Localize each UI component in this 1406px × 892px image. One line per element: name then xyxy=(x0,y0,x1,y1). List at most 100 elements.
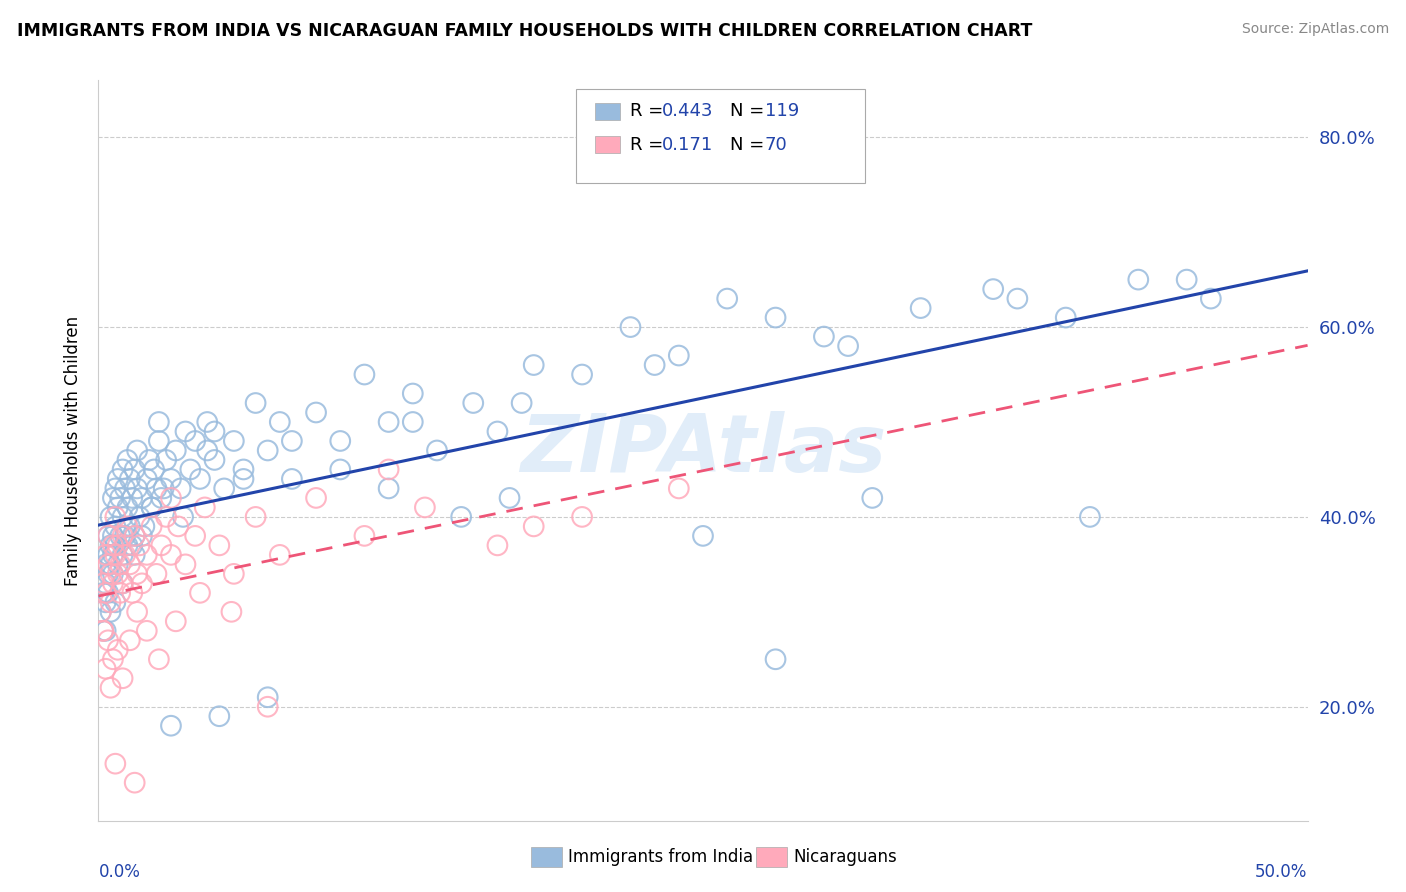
Point xyxy=(90,605,112,619)
Point xyxy=(97,566,120,581)
Text: 0.171: 0.171 xyxy=(662,136,713,153)
Point xyxy=(222,566,245,581)
Point xyxy=(100,605,122,619)
Point xyxy=(94,624,117,638)
Point xyxy=(148,415,170,429)
Y-axis label: Family Households with Children: Family Households with Children xyxy=(65,316,83,585)
Point xyxy=(221,605,243,619)
Point xyxy=(138,453,160,467)
Point xyxy=(450,509,472,524)
Point xyxy=(510,396,533,410)
Point xyxy=(134,519,156,533)
Point xyxy=(167,519,190,533)
Text: Nicaraguans: Nicaraguans xyxy=(793,848,897,866)
Point xyxy=(160,491,183,505)
Point xyxy=(97,529,120,543)
Point xyxy=(91,576,114,591)
Point xyxy=(245,509,267,524)
Point xyxy=(160,548,183,562)
Point xyxy=(377,482,399,496)
Point xyxy=(104,482,127,496)
Text: N =: N = xyxy=(730,103,769,120)
Point xyxy=(145,566,167,581)
Point xyxy=(91,624,114,638)
Point xyxy=(114,529,136,543)
Point xyxy=(619,320,641,334)
Point xyxy=(1199,292,1222,306)
Point xyxy=(108,529,131,543)
Point xyxy=(141,500,163,515)
Point xyxy=(160,719,183,733)
Point xyxy=(281,472,304,486)
Point xyxy=(1175,272,1198,286)
Point xyxy=(94,586,117,600)
Point xyxy=(124,529,146,543)
Point xyxy=(111,509,134,524)
Point xyxy=(118,519,141,533)
Point xyxy=(111,462,134,476)
Point xyxy=(104,548,127,562)
Point xyxy=(107,500,129,515)
Point xyxy=(94,595,117,609)
Point xyxy=(765,652,787,666)
Point xyxy=(498,491,520,505)
Point xyxy=(94,548,117,562)
Point xyxy=(668,349,690,363)
Point xyxy=(117,453,139,467)
Text: R =: R = xyxy=(630,103,669,120)
Text: R =: R = xyxy=(630,136,675,153)
Point xyxy=(208,709,231,723)
Point xyxy=(121,538,143,552)
Text: 119: 119 xyxy=(765,103,799,120)
Point xyxy=(108,558,131,572)
Point xyxy=(256,690,278,705)
Text: 50.0%: 50.0% xyxy=(1256,863,1308,881)
Point xyxy=(114,482,136,496)
Text: Immigrants from India: Immigrants from India xyxy=(568,848,754,866)
Point xyxy=(127,605,149,619)
Point xyxy=(91,586,114,600)
Point xyxy=(128,538,150,552)
Point xyxy=(135,624,157,638)
Point xyxy=(208,538,231,552)
Point xyxy=(174,425,197,439)
Point xyxy=(837,339,859,353)
Point xyxy=(107,566,129,581)
Text: 0.0%: 0.0% xyxy=(98,863,141,881)
Point xyxy=(486,425,509,439)
Point xyxy=(813,329,835,343)
Point xyxy=(127,482,149,496)
Point xyxy=(155,453,177,467)
Point xyxy=(131,576,153,591)
Point xyxy=(104,538,127,552)
Point xyxy=(104,756,127,771)
Point xyxy=(179,462,201,476)
Point xyxy=(195,415,218,429)
Point xyxy=(101,529,124,543)
Point xyxy=(232,462,254,476)
Text: N =: N = xyxy=(730,136,769,153)
Point xyxy=(692,529,714,543)
Point xyxy=(101,538,124,552)
Point xyxy=(94,558,117,572)
Point xyxy=(91,624,114,638)
Point xyxy=(128,509,150,524)
Point xyxy=(111,671,134,685)
Point xyxy=(100,509,122,524)
Point xyxy=(329,462,352,476)
Point xyxy=(94,576,117,591)
Point xyxy=(212,482,235,496)
Point xyxy=(1007,292,1029,306)
Point xyxy=(165,615,187,629)
Point xyxy=(281,434,304,448)
Point xyxy=(131,529,153,543)
Point xyxy=(104,509,127,524)
Point xyxy=(100,538,122,552)
Point xyxy=(353,529,375,543)
Point xyxy=(204,453,226,467)
Point xyxy=(107,472,129,486)
Point xyxy=(155,509,177,524)
Point xyxy=(127,566,149,581)
Point xyxy=(124,775,146,789)
Text: ZIPAtlas: ZIPAtlas xyxy=(520,411,886,490)
